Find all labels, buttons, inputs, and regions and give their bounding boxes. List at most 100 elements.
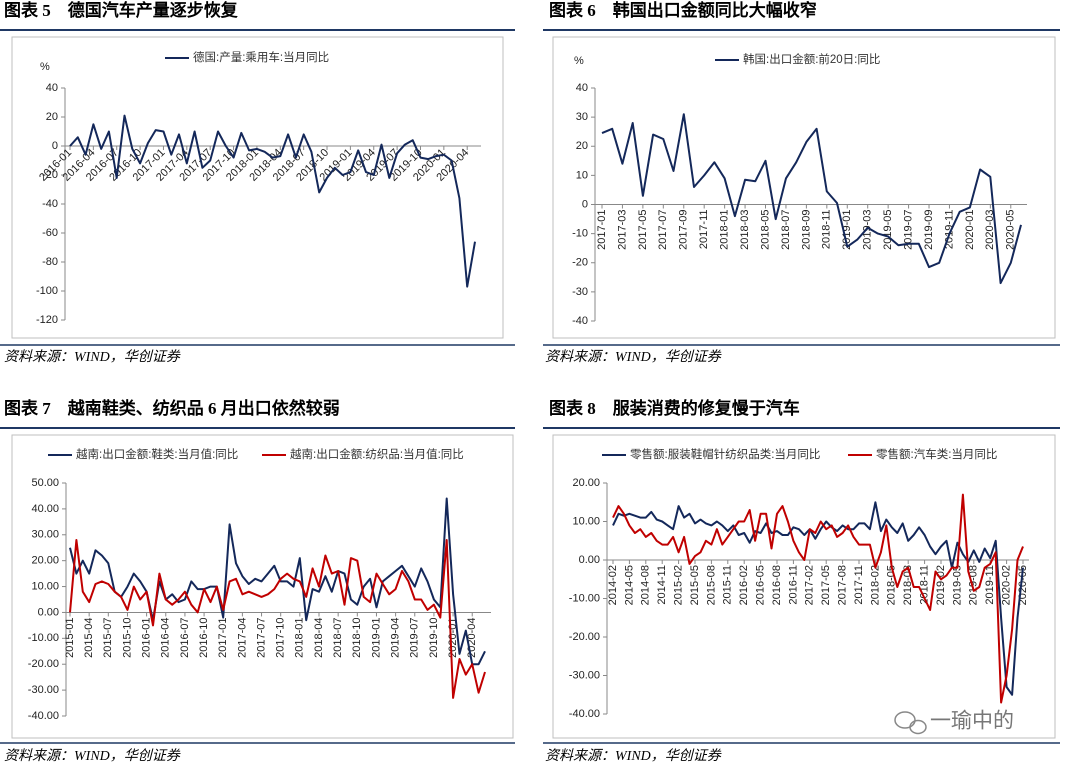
source: 资料来源：WIND，华创证券 bbox=[545, 748, 722, 764]
x-tick-label: 2017-04 bbox=[236, 617, 248, 657]
x-tick-label: 2019-05 bbox=[882, 210, 894, 250]
chart-frame bbox=[552, 36, 1056, 339]
x-tick-label: 2018-09 bbox=[800, 210, 812, 250]
x-tick-label: 2015-11 bbox=[722, 565, 734, 605]
x-tick-label: 2018-05 bbox=[759, 210, 771, 250]
legend-label: 越南:出口金额:鞋类:当月值:同比 bbox=[76, 447, 238, 461]
x-tick-label: 2019-07 bbox=[902, 210, 914, 250]
legend-label: 韩国:出口金额:前20日:同比 bbox=[743, 52, 880, 66]
x-tick-label: 2017-09 bbox=[678, 210, 690, 250]
x-tick-label: 2018-11 bbox=[821, 210, 833, 250]
chart-title: 图表 5 德国汽车产量逐步恢复 bbox=[4, 0, 239, 20]
y-tick-label: -30 bbox=[572, 286, 588, 298]
x-tick-label: 2017-11 bbox=[698, 210, 710, 250]
x-tick-label: 2018-07 bbox=[332, 617, 344, 657]
y-tick-label: 40.00 bbox=[31, 503, 59, 515]
x-tick-label: 2017-10 bbox=[275, 617, 287, 657]
y-tick-label: 20 bbox=[576, 140, 588, 152]
y-tick-label: -30.00 bbox=[28, 684, 59, 696]
x-tick-label: 2018-01 bbox=[294, 617, 306, 657]
x-tick-label: 2020-01 bbox=[964, 210, 976, 250]
x-tick-label: 2016-05 bbox=[755, 565, 767, 605]
x-tick-label: 2019-11 bbox=[984, 565, 996, 605]
y-tick-label: -20 bbox=[572, 257, 588, 269]
y-axis-label: % bbox=[40, 61, 50, 73]
x-tick-label: 2014-02 bbox=[607, 565, 619, 605]
x-tick-label: 2016-02 bbox=[738, 565, 750, 605]
y-tick-label: -120 bbox=[36, 314, 58, 326]
chart-frame bbox=[11, 434, 514, 739]
y-tick-label: 20.00 bbox=[31, 555, 59, 567]
y-tick-label: -80 bbox=[42, 256, 58, 268]
series-line bbox=[69, 497, 486, 666]
chart-title: 图表 6 韩国出口金额同比大幅收窄 bbox=[549, 0, 817, 20]
x-tick-label: 2017-07 bbox=[657, 210, 669, 250]
y-tick-label: -10 bbox=[572, 228, 588, 240]
x-tick-label: 2019-01 bbox=[841, 210, 853, 250]
y-tick-label: -100 bbox=[36, 285, 58, 297]
x-tick-label: 2019-07 bbox=[409, 617, 421, 657]
x-tick-label: 2019-10 bbox=[428, 617, 440, 657]
x-tick-label: 2018-07 bbox=[780, 210, 792, 250]
x-tick-label: 2016-01 bbox=[141, 617, 153, 657]
y-tick-label: 0 bbox=[582, 198, 588, 210]
x-tick-label: 2017-05 bbox=[637, 210, 649, 250]
x-tick-label: 2015-08 bbox=[705, 565, 717, 605]
y-tick-label: 10.00 bbox=[572, 515, 600, 527]
chart-title: 图表 8 服装消费的修复慢于汽车 bbox=[549, 398, 800, 418]
x-tick-label: 2019-03 bbox=[862, 210, 874, 250]
x-tick-label: 2016-11 bbox=[787, 565, 799, 605]
y-tick-label: 0.00 bbox=[38, 606, 59, 618]
y-tick-label: 40 bbox=[576, 82, 588, 94]
chart-frame bbox=[11, 36, 504, 339]
source: 资料来源：WIND，华创证券 bbox=[4, 349, 181, 365]
x-tick-label: 2017-11 bbox=[853, 565, 865, 605]
y-tick-label: -40.00 bbox=[569, 708, 600, 720]
legend-label: 德国:产量:乘用车:当月同比 bbox=[193, 50, 329, 64]
chart-title: 图表 7 越南鞋类、纺织品 6 月出口依然较弱 bbox=[4, 398, 340, 418]
y-tick-label: -20.00 bbox=[28, 658, 59, 670]
x-tick-label: 2017-01 bbox=[217, 617, 229, 657]
x-tick-label: 2019-08 bbox=[968, 565, 980, 605]
watermark: 一瑜中的 bbox=[930, 710, 1014, 733]
x-tick-label: 2015-07 bbox=[102, 617, 114, 657]
x-tick-label: 2018-11 bbox=[919, 565, 931, 605]
x-tick-label: 2019-04 bbox=[390, 617, 402, 657]
y-tick-label: 10.00 bbox=[31, 580, 59, 592]
y-tick-label: 40 bbox=[46, 82, 58, 94]
x-tick-label: 2015-04 bbox=[83, 617, 95, 657]
y-tick-label: -60 bbox=[42, 227, 58, 239]
y-tick-label: 30.00 bbox=[31, 529, 59, 541]
x-tick-label: 2019-05 bbox=[951, 565, 963, 605]
y-tick-label: -40.00 bbox=[28, 710, 59, 722]
x-tick-label: 2019-01 bbox=[370, 617, 382, 657]
series-line bbox=[612, 501, 1024, 696]
y-tick-label: -20.00 bbox=[569, 631, 600, 643]
x-tick-label: 2018-04 bbox=[313, 617, 325, 657]
series-line bbox=[612, 493, 1024, 704]
x-tick-label: 2014-11 bbox=[656, 565, 668, 605]
x-tick-label: 2020-02 bbox=[1001, 565, 1013, 605]
y-tick-label: -40 bbox=[42, 198, 58, 210]
x-tick-label: 2015-01 bbox=[64, 617, 76, 657]
y-tick-label: 0 bbox=[52, 140, 58, 152]
x-tick-label: 2015-02 bbox=[673, 565, 685, 605]
x-tick-label: 2019-02 bbox=[935, 565, 947, 605]
x-tick-label: 2017-03 bbox=[616, 210, 628, 250]
x-tick-label: 2017-02 bbox=[804, 565, 816, 605]
x-tick-label: 2019-09 bbox=[923, 210, 935, 250]
source: 资料来源：WIND，华创证券 bbox=[4, 748, 181, 764]
x-tick-label: 2016-08 bbox=[771, 565, 783, 605]
y-tick-label: 50.00 bbox=[31, 477, 59, 489]
y-tick-label: -40 bbox=[572, 315, 588, 327]
x-tick-label: 2019-11 bbox=[943, 210, 955, 250]
x-tick-label: 2016-10 bbox=[198, 617, 210, 657]
x-tick-label: 2018-10 bbox=[351, 617, 363, 657]
y-tick-label: 30 bbox=[576, 111, 588, 123]
legend-label: 越南:出口金额:纺织品:当月值:同比 bbox=[290, 447, 464, 461]
x-tick-label: 2014-08 bbox=[640, 565, 652, 605]
chart-frame bbox=[552, 434, 1056, 739]
source: 资料来源：WIND，华创证券 bbox=[545, 349, 722, 365]
x-tick-label: 2017-05 bbox=[820, 565, 832, 605]
